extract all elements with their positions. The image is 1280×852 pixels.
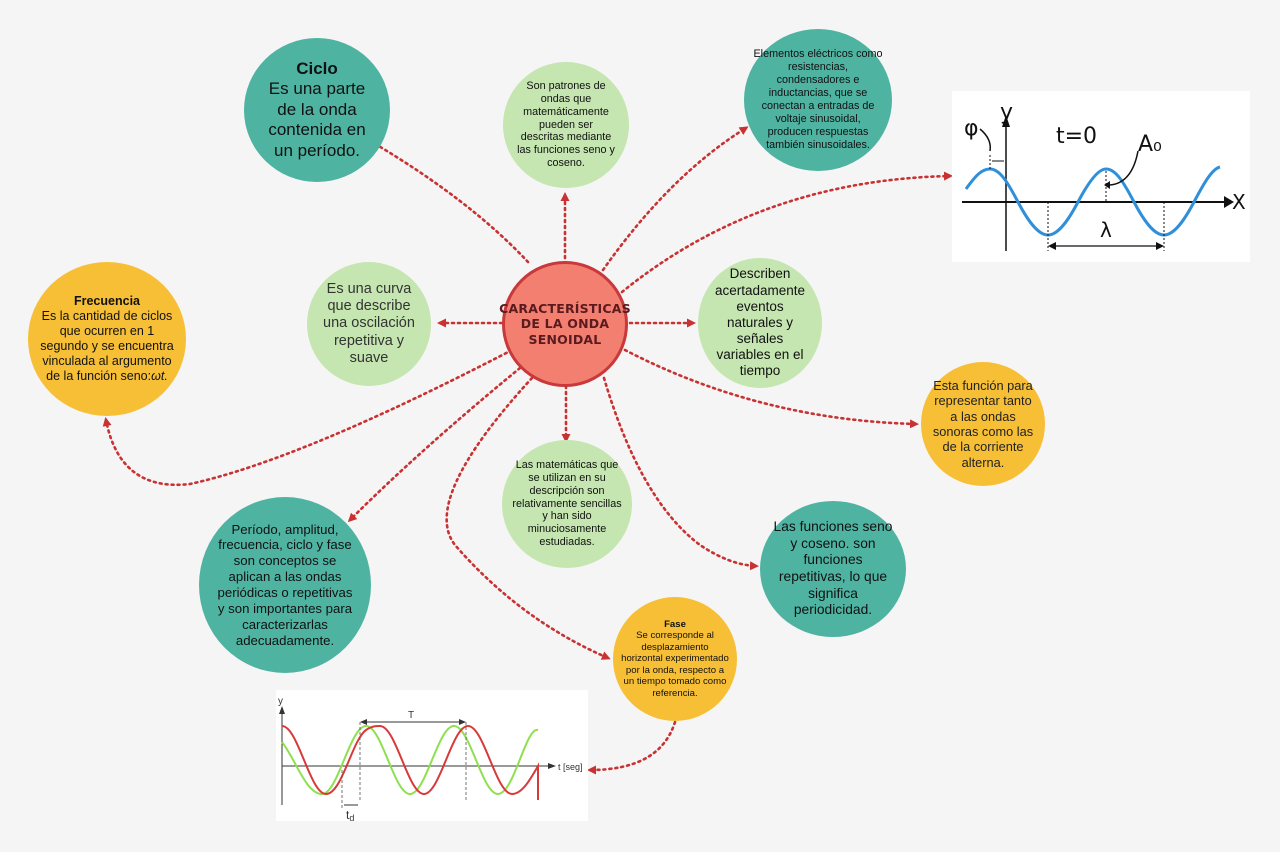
- node-elementos: Elementos eléctricos como resistencias, …: [744, 29, 892, 171]
- time-axis-label: t [seg]: [558, 762, 583, 772]
- central-title-line2: DE LA ONDA: [520, 316, 610, 332]
- sine-wave-diagram: φ y t=0 A₀ X λ: [952, 91, 1250, 262]
- omega-t-formula: ωt.: [151, 369, 168, 383]
- node-frecuencia: Frecuencia Es la cantidad de ciclos que …: [28, 262, 186, 416]
- connector-phase-diagram: [587, 720, 677, 775]
- node-matematicas: Las matemáticas que se utilizan en su de…: [502, 440, 632, 568]
- x-axis-label: X: [1232, 190, 1246, 214]
- node-ciclo: Ciclo Es una parte de la onda contenida …: [244, 38, 390, 182]
- node-curva-text: Es una curva que describe una oscilación…: [323, 280, 415, 367]
- sine-wave-curve: [964, 165, 1221, 237]
- node-funcion-text: Esta función para representar tanto a la…: [932, 377, 1034, 470]
- node-curva: Es una curva que describe una oscilación…: [307, 262, 431, 386]
- node-frecuencia-title: Frecuencia: [73, 294, 140, 308]
- connector-wave-diagram: [620, 171, 953, 294]
- node-fase: Fase Se corresponde al desplazamiento ho…: [613, 597, 737, 721]
- red-wave: [281, 724, 539, 800]
- node-matematicas-text: Las matemáticas que se utilizan en su de…: [512, 458, 622, 549]
- node-ciclo-title: Ciclo: [296, 59, 338, 79]
- node-elementos-text: Elementos eléctricos como resistencias, …: [753, 48, 883, 151]
- node-periodo: Período, amplitud, frecuencia, ciclo y f…: [199, 497, 371, 673]
- connector-periodo: [347, 366, 522, 523]
- period-label: T: [408, 710, 414, 721]
- node-patrones: Son patrones de ondas que matemáticament…: [503, 62, 629, 188]
- node-describen-text: Describen acertadamente eventos naturale…: [714, 266, 806, 379]
- green-wave: [281, 724, 539, 796]
- connector-frecuencia: [102, 348, 514, 487]
- connector-fase: [445, 376, 611, 660]
- central-title-line3: SENOIDAL: [528, 331, 602, 347]
- connector-elementos: [601, 126, 749, 272]
- phi-label: φ: [964, 116, 979, 141]
- node-patrones-text: Son patrones de ondas que matemáticament…: [517, 79, 615, 170]
- node-funciones-text: Las funciones seno y coseno. son funcion…: [773, 519, 893, 618]
- t0-label: t=0: [1056, 124, 1097, 149]
- node-ciclo-text: Es una parte de la onda contenida en un …: [268, 79, 366, 160]
- central-topic: CARACTERÍSTICAS DE LA ONDA SENOIDAL: [499, 261, 631, 387]
- central-title-line1: CARACTERÍSTICAS: [499, 300, 631, 316]
- node-funcion: Esta función para representar tanto a la…: [921, 362, 1045, 486]
- phase-y-label: y: [278, 696, 283, 707]
- y-axis-label: y: [1000, 100, 1013, 125]
- td-label: td: [346, 808, 354, 821]
- lambda-label: λ: [1100, 218, 1112, 242]
- node-funciones: Las funciones seno y coseno. son funcion…: [760, 501, 906, 637]
- node-frecuencia-text: Es la cantidad de ciclos que ocurren en …: [40, 309, 174, 383]
- connector-funciones: [602, 376, 759, 571]
- node-fase-title: Fase: [664, 618, 686, 630]
- node-periodo-text: Período, amplitud, frecuencia, ciclo y f…: [217, 521, 353, 648]
- node-describen: Describen acertadamente eventos naturale…: [698, 258, 822, 388]
- phase-shift-diagram: y T t [seg] td: [276, 690, 588, 821]
- amplitude-label: A₀: [1138, 132, 1162, 157]
- connector-funcion: [623, 348, 919, 429]
- connector-ciclo: [369, 140, 530, 264]
- node-fase-text: Se corresponde al desplazamiento horizon…: [621, 630, 729, 699]
